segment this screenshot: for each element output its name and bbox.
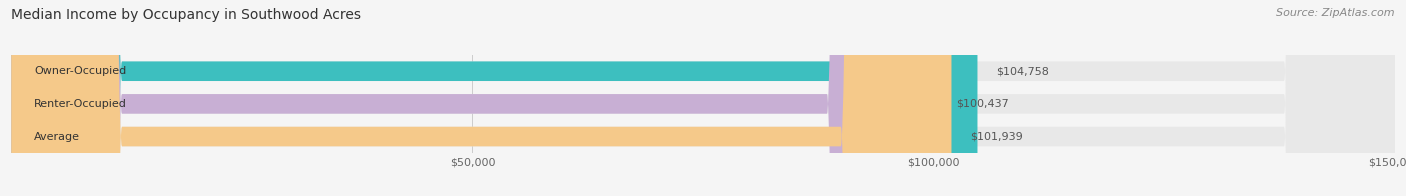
Text: Median Income by Occupancy in Southwood Acres: Median Income by Occupancy in Southwood … xyxy=(11,8,361,22)
Text: $100,437: $100,437 xyxy=(956,99,1010,109)
FancyBboxPatch shape xyxy=(11,0,1395,196)
FancyBboxPatch shape xyxy=(11,0,1395,196)
FancyBboxPatch shape xyxy=(11,0,977,196)
FancyBboxPatch shape xyxy=(11,0,1395,196)
Text: Average: Average xyxy=(34,132,80,142)
Text: $104,758: $104,758 xyxy=(995,66,1049,76)
FancyBboxPatch shape xyxy=(11,0,938,196)
Text: $101,939: $101,939 xyxy=(970,132,1022,142)
Text: Owner-Occupied: Owner-Occupied xyxy=(34,66,127,76)
FancyBboxPatch shape xyxy=(11,0,952,196)
Text: Source: ZipAtlas.com: Source: ZipAtlas.com xyxy=(1277,8,1395,18)
Text: Renter-Occupied: Renter-Occupied xyxy=(34,99,127,109)
